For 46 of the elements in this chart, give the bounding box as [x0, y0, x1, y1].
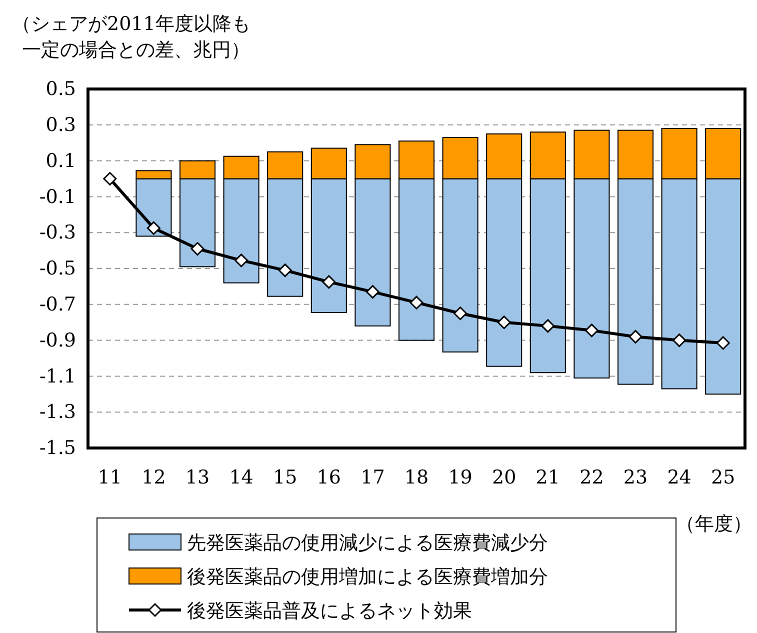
x-tick-label: 13 — [185, 466, 210, 488]
x-tick-label: 25 — [711, 466, 736, 488]
x-tick-label: 18 — [404, 466, 429, 488]
y-tick-label: -1.3 — [39, 401, 76, 424]
x-tick-label: 19 — [448, 466, 472, 488]
point — [454, 306, 468, 320]
y-tick-label: -0.9 — [39, 329, 76, 352]
x-tick-label: 20 — [492, 466, 516, 488]
point — [628, 330, 642, 344]
point — [190, 242, 204, 256]
x-tick-label: 14 — [229, 466, 254, 488]
y-tick-label: -1.5 — [39, 437, 76, 460]
legend-label: 後発医薬品の使用増加による医療費増加分 — [187, 566, 548, 588]
x-tick-label: 24 — [667, 466, 692, 488]
x-tick-label: 17 — [360, 466, 385, 488]
point — [584, 324, 598, 338]
x-tick-label: 23 — [623, 466, 648, 488]
y-tick-label: -0.7 — [39, 293, 76, 316]
y-tick-label: 0.5 — [46, 78, 76, 100]
y-axis-title: （シェアが2011年度以降も一定の場合との差、兆円） — [12, 13, 250, 61]
y-tick-label: 0.3 — [46, 114, 76, 136]
y-tick-label: 0.1 — [46, 150, 76, 172]
y-tick-label: -1.1 — [39, 365, 76, 388]
point — [278, 264, 292, 278]
x-tick-label: 21 — [536, 466, 560, 488]
y-tick-label: -0.5 — [39, 258, 76, 280]
point — [234, 254, 248, 268]
point — [366, 285, 380, 299]
point — [541, 319, 555, 333]
y-tick-label: -0.1 — [39, 186, 76, 208]
legend-label: 後発医薬品普及によるネット効果 — [187, 600, 472, 622]
point — [103, 172, 117, 186]
x-tick-label: 16 — [316, 466, 341, 488]
point — [672, 334, 686, 348]
y-tick-label: -0.3 — [39, 222, 76, 244]
point — [322, 275, 336, 289]
point — [716, 336, 730, 350]
x-axis-title: （年度） — [676, 513, 752, 535]
point — [410, 296, 424, 310]
x-tick-label: 15 — [273, 466, 298, 488]
point — [146, 221, 160, 235]
legend-label: 先発医薬品の使用減少による医療費減少分 — [187, 532, 548, 554]
x-tick-label: 22 — [580, 466, 604, 488]
x-tick-label: 12 — [142, 466, 166, 488]
x-tick-label: 11 — [98, 466, 122, 488]
point — [497, 316, 511, 330]
